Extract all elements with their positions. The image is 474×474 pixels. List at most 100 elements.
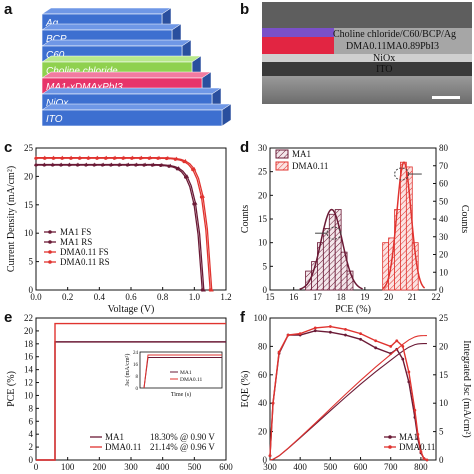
legend-swatch: [275, 161, 289, 171]
histogram-bar: [317, 242, 324, 291]
y-tick-label: 5: [263, 261, 268, 271]
y2-tick-label: 5: [439, 427, 444, 437]
panel-label-d: d: [240, 139, 249, 156]
y-tick-label: 30: [258, 143, 268, 153]
jv-marker: [168, 163, 173, 168]
y-tick-label: 40: [258, 398, 268, 408]
x-tick-label: 18: [337, 292, 347, 302]
legend-label: DMA0.11 FS: [60, 247, 109, 257]
x-tick-label: 600: [219, 462, 233, 472]
jv-marker: [86, 155, 91, 160]
x-tick-label: 400: [293, 462, 307, 472]
jv-marker: [51, 155, 56, 160]
jv-marker: [69, 155, 74, 160]
y-axis-label: Counts: [240, 205, 251, 233]
inset-x-label: Time (s): [171, 391, 191, 398]
jv-marker: [34, 155, 38, 160]
eqe-marker: [328, 325, 332, 328]
eqe-marker: [271, 401, 275, 405]
jv-marker: [92, 162, 97, 166]
eqe-marker: [413, 408, 417, 412]
y-tick-label: 0: [263, 455, 268, 465]
eqe-marker: [268, 454, 272, 458]
y-axis-label: PCE (%): [6, 371, 17, 407]
jv-marker: [130, 155, 135, 160]
eqe-marker: [425, 458, 429, 462]
y-tick-label: 15: [258, 214, 268, 224]
sem-line-4: ITO: [376, 64, 392, 75]
y-tick-label: 16: [24, 352, 34, 362]
x-tick-label: 0.8: [157, 292, 169, 302]
layer-top: [41, 71, 212, 79]
jv-marker: [121, 155, 126, 160]
y2-tick-label: 0: [439, 285, 444, 295]
jv-marker: [193, 201, 198, 205]
layer-top: [41, 23, 182, 31]
layer-label: NiOx: [46, 98, 69, 109]
pce-trace: [36, 322, 226, 461]
panel-label-b: b: [240, 1, 249, 18]
y2-tick-label: 50: [439, 196, 449, 206]
plot-frame: [269, 317, 437, 461]
histogram-bar: [400, 161, 407, 291]
jv-marker: [159, 162, 164, 167]
panel-label-c: c: [4, 139, 12, 156]
y-tick-label: 20: [24, 171, 34, 181]
histogram-bar: [322, 228, 330, 291]
histogram-bar: [405, 166, 413, 291]
y2-axis-label: Integrated Jsc (mA/cm²): [461, 340, 472, 437]
callout-circle: [394, 167, 410, 181]
y2-axis-label: Counts: [459, 205, 470, 233]
layer-top: [41, 7, 172, 15]
jv-marker: [109, 162, 114, 166]
layer-label: Choline chloride: [46, 66, 118, 77]
y-tick-label: 5: [29, 257, 34, 267]
x-tick-label: 1.0: [189, 292, 201, 302]
y-tick-label: 100: [254, 313, 268, 323]
legend-marker: [48, 230, 52, 234]
x-tick-label: 800: [414, 462, 428, 472]
x-tick-label: 20: [384, 292, 394, 302]
x-tick-label: 300: [263, 462, 277, 472]
sem-line-1: Choline chloride/C60/BCP/Ag: [333, 29, 456, 40]
y2-tick-label: 25: [439, 313, 449, 323]
device-stack: Ag BCP C60 Choline chloride MA1-xDMAxPbI3 NiO…: [41, 7, 232, 127]
panel-label-a: a: [4, 1, 13, 18]
x-tick-label: 0.4: [94, 292, 106, 302]
eqe-marker: [419, 450, 423, 453]
jv-marker: [113, 155, 118, 160]
jv-marker: [126, 162, 131, 166]
jv-marker: [42, 155, 47, 160]
legend-value: 21.14% @ 0.96 V: [150, 442, 215, 452]
eqe-marker: [395, 339, 399, 343]
eqe-marker: [277, 350, 281, 354]
x-tick-label: 17: [313, 292, 323, 302]
inset-y-tick-label: 8: [136, 375, 139, 380]
gaussian-fit: [382, 161, 426, 290]
jv-marker: [117, 162, 122, 166]
jv-marker: [50, 162, 55, 166]
jv-marker: [148, 155, 153, 160]
jv-marker: [75, 162, 80, 166]
y2-tick-label: 30: [439, 232, 449, 242]
jv-marker: [84, 162, 89, 166]
layer-label: ITO: [46, 114, 63, 125]
y2-tick-label: 10: [439, 267, 449, 277]
y-tick-label: 22: [24, 313, 33, 323]
jv-marker: [151, 162, 156, 167]
callout-circle: [326, 226, 342, 240]
inset-legend-label: MA1: [180, 370, 192, 376]
jv-marker: [143, 162, 148, 167]
jv-marker: [42, 162, 47, 166]
histogram-bar: [411, 242, 419, 291]
jv-marker: [176, 166, 181, 170]
jv-marker: [60, 155, 65, 160]
eqe-marker: [313, 326, 317, 330]
y-tick-label: 10: [258, 238, 268, 248]
layer-label: C60: [46, 50, 65, 61]
y-tick-label: 25: [24, 143, 34, 153]
layer-front: [41, 109, 223, 127]
jv-marker: [209, 288, 214, 292]
